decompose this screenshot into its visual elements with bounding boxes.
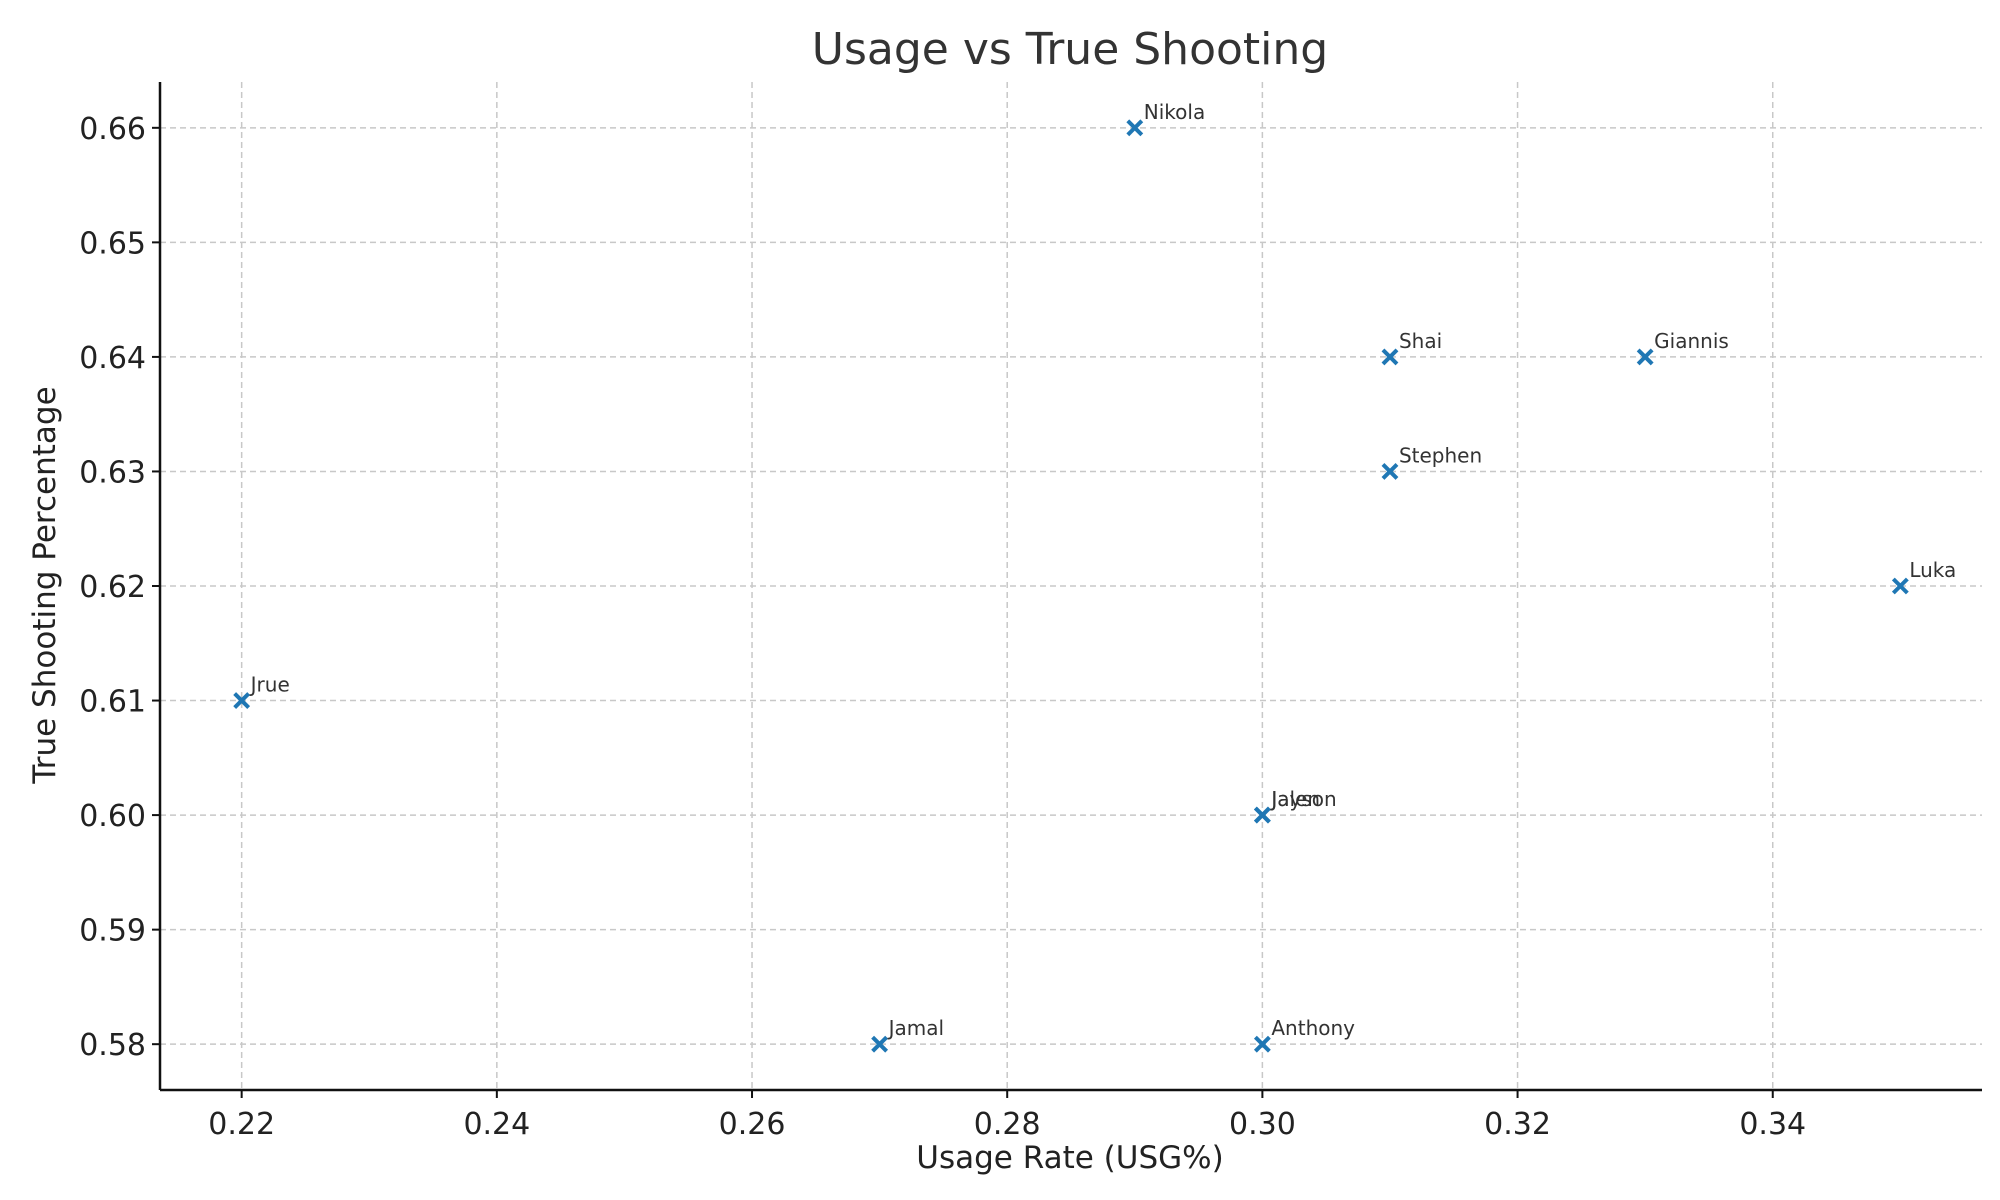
data-point <box>1253 1035 1271 1053</box>
point-label: Anthony <box>1271 1016 1355 1040</box>
tick-labels: 0.22 0.24 0.26 0.28 0.30 0.32 0.34 0.58 0.59 0.60… <box>79 112 1806 1142</box>
point-label: Jamal <box>887 1016 944 1040</box>
data-point-stroke <box>871 1035 889 1053</box>
y-tick-label: 0.59 <box>79 914 146 949</box>
data-points <box>233 119 1909 1053</box>
y-tick-label: 0.61 <box>79 685 146 720</box>
x-tick-label: 0.26 <box>719 1107 786 1142</box>
y-tick-label: 0.65 <box>79 226 146 261</box>
y-tick-label: 0.66 <box>79 112 146 147</box>
point-label: Stephen <box>1399 443 1482 467</box>
point-label: Giannis <box>1654 329 1729 353</box>
data-point-stroke <box>1636 348 1654 366</box>
y-tick-label: 0.64 <box>79 341 146 376</box>
y-axis-label: True Shooting Percentage <box>27 386 63 784</box>
x-tick-label: 0.30 <box>1229 1107 1296 1142</box>
data-point <box>1891 577 1909 595</box>
data-point-stroke <box>233 692 251 709</box>
point-label: Jalen <box>1269 787 1320 811</box>
data-point-stroke <box>1381 463 1399 480</box>
data-point-stroke <box>1253 1035 1271 1053</box>
point-label: Luka <box>1909 558 1956 582</box>
data-point <box>1253 806 1271 824</box>
y-tick-label: 0.63 <box>79 455 146 490</box>
point-label: Jayson <box>1269 787 1336 811</box>
y-tick-label: 0.58 <box>79 1028 146 1063</box>
x-tick-label: 0.32 <box>1484 1107 1551 1142</box>
data-point <box>871 1035 889 1053</box>
data-point <box>1126 119 1144 137</box>
y-tick-label: 0.60 <box>79 799 146 834</box>
y-tick-label: 0.62 <box>79 570 146 605</box>
point-label: Nikola <box>1144 100 1205 124</box>
point-label: Jrue <box>249 673 290 697</box>
chart-title: Usage vs True Shooting <box>812 24 1328 75</box>
data-point <box>1381 348 1399 366</box>
point-label: Shai <box>1399 329 1442 353</box>
x-tick-label: 0.34 <box>1739 1107 1806 1142</box>
data-point <box>1636 348 1654 366</box>
point-labels: Nikola Shai Giannis Stephen Luka Jrue JalenJay… <box>249 100 1957 1040</box>
data-point <box>233 692 251 709</box>
data-point-stroke <box>1891 577 1909 595</box>
x-tick-label: 0.24 <box>463 1107 530 1142</box>
data-point-stroke <box>1381 348 1399 366</box>
x-axis-label: Usage Rate (USG%) <box>916 1140 1223 1176</box>
data-point-stroke <box>1126 119 1144 137</box>
x-tick-label: 0.22 <box>208 1107 275 1142</box>
data-point-stroke <box>1253 806 1271 824</box>
grid-lines <box>160 82 1982 1090</box>
axes <box>152 82 1982 1098</box>
x-tick-label: 0.28 <box>974 1107 1041 1142</box>
data-point <box>1381 463 1399 480</box>
